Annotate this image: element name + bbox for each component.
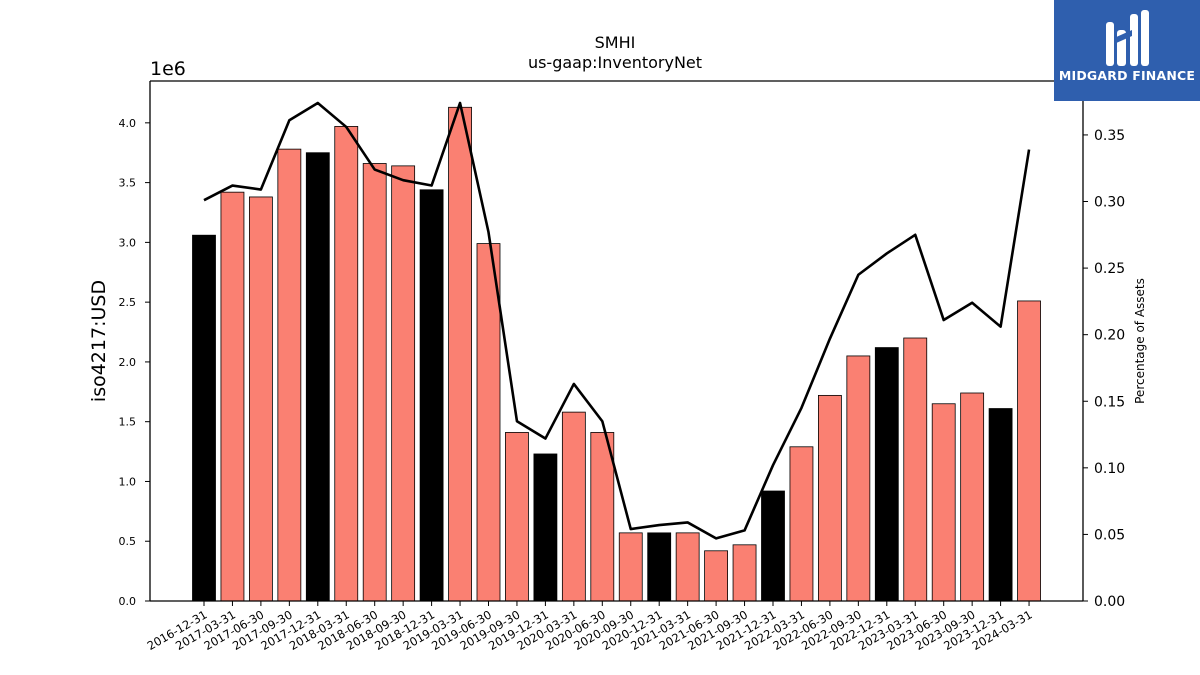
logo-text: MIDGARD FINANCE bbox=[1058, 68, 1196, 83]
y2-tick-label: 0.15 bbox=[1094, 394, 1125, 410]
y2-tick-label: 0.05 bbox=[1094, 527, 1125, 543]
bar bbox=[476, 243, 501, 602]
bar bbox=[391, 165, 416, 602]
y-tick-label: 3.5 bbox=[119, 177, 137, 190]
bar bbox=[248, 196, 273, 602]
bar bbox=[505, 432, 529, 602]
bar bbox=[960, 392, 985, 602]
percentage-line-series bbox=[203, 101, 1031, 540]
y2-tick-label: 0.35 bbox=[1094, 128, 1125, 144]
bar bbox=[818, 394, 842, 602]
bar bbox=[931, 403, 956, 602]
chart-title: SMHI bbox=[595, 33, 636, 52]
y-tick-label: 0.0 bbox=[119, 595, 137, 608]
y-axis-label: iso4217:USD bbox=[88, 280, 110, 402]
bar bbox=[704, 550, 728, 602]
bar bbox=[647, 532, 672, 602]
bar bbox=[448, 106, 472, 602]
bar bbox=[846, 355, 871, 602]
y2-tick-label: 0.25 bbox=[1094, 261, 1125, 277]
bar bbox=[789, 446, 814, 602]
bar-series bbox=[192, 106, 1041, 602]
bar bbox=[362, 163, 387, 602]
midgard-finance-logo: MIDGARD FINANCE bbox=[1054, 0, 1200, 101]
bar bbox=[533, 453, 558, 602]
y2-tick-label: 0.30 bbox=[1094, 195, 1125, 211]
y-tick-label: 3.0 bbox=[119, 236, 137, 249]
y-tick-label: 1.5 bbox=[119, 416, 137, 429]
y-axis-offset-label: 1e6 bbox=[150, 58, 186, 80]
bar bbox=[1017, 300, 1041, 602]
bar bbox=[334, 126, 359, 602]
bar bbox=[192, 234, 216, 602]
chart-subtitle: us-gaap:InventoryNet bbox=[528, 53, 702, 72]
bar bbox=[988, 408, 1013, 602]
bar bbox=[732, 544, 757, 602]
y-tick-label: 1.0 bbox=[119, 475, 137, 488]
bar bbox=[618, 532, 643, 602]
bar bbox=[903, 337, 928, 602]
bar bbox=[277, 148, 302, 602]
y-tick-label: 2.0 bbox=[119, 356, 137, 369]
midgard-logo-icon bbox=[1106, 10, 1149, 66]
percentage-line bbox=[203, 101, 1031, 540]
bar bbox=[220, 191, 245, 602]
bar bbox=[675, 532, 700, 602]
bar bbox=[590, 432, 615, 602]
y2-tick-label: 0.10 bbox=[1094, 461, 1125, 477]
bar bbox=[305, 152, 330, 602]
y-tick-label: 0.5 bbox=[119, 535, 137, 548]
y2-axis-label: Percentage of Assets bbox=[1133, 278, 1147, 404]
y-tick-label: 2.5 bbox=[119, 296, 137, 309]
bar bbox=[419, 189, 444, 602]
y2-tick-label: 0.00 bbox=[1094, 594, 1125, 610]
bar bbox=[874, 347, 899, 602]
y2-tick-label: 0.20 bbox=[1094, 328, 1125, 344]
bar bbox=[561, 411, 586, 602]
bar bbox=[761, 490, 785, 602]
y-tick-label: 4.0 bbox=[119, 117, 137, 130]
